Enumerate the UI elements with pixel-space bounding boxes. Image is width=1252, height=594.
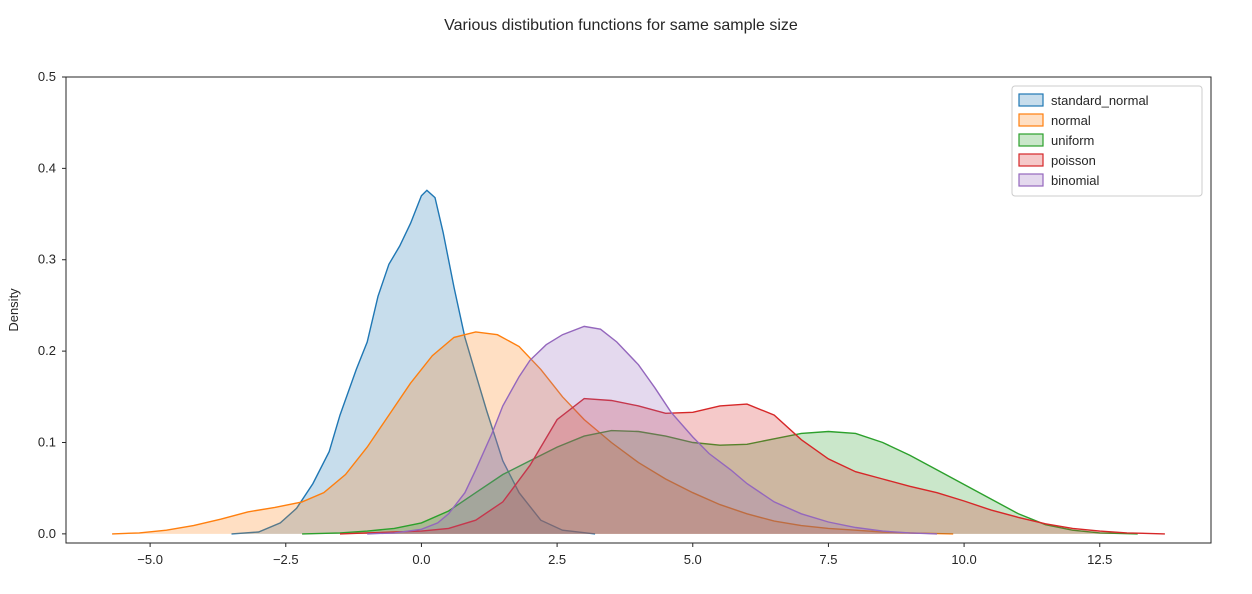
- series-area-standard_normal: [231, 190, 596, 534]
- legend-swatch-standard_normal: [1018, 93, 1044, 107]
- series-layer: [112, 189, 1165, 535]
- x-tick-label: 0.0: [412, 552, 430, 567]
- legend-label-uniform: uniform: [1051, 133, 1094, 148]
- series-line-uniform: [302, 429, 1138, 535]
- legend-swatch-normal: [1018, 113, 1044, 127]
- series-line-poisson: [339, 397, 1165, 535]
- x-tick-label: 5.0: [684, 552, 702, 567]
- x-tick-label: −2.5: [273, 552, 299, 567]
- legend-label-standard_normal: standard_normal: [1051, 93, 1149, 108]
- y-tick-label: 0.3: [38, 252, 56, 267]
- x-tick-label: 10.0: [951, 552, 976, 567]
- x-tick-label: −5.0: [137, 552, 163, 567]
- series-line-standard_normal: [231, 189, 596, 535]
- legend-box: [1011, 85, 1203, 197]
- y-tick-label: 0.2: [38, 343, 56, 358]
- axes-layer: −5.0 −2.5 0.0 2.5 5.0 7.5 10.0 12.5 0.0 0.1 0.2 0.3…: [38, 69, 1212, 567]
- y-tick-label: 0.4: [38, 160, 56, 175]
- legend-label-poisson: poisson: [1051, 153, 1096, 168]
- series-area-uniform: [302, 430, 1138, 534]
- x-tick-label: 12.5: [1087, 552, 1112, 567]
- series-area-poisson: [340, 398, 1165, 534]
- legend-swatch-binomial: [1018, 173, 1044, 187]
- legend-swatch-poisson: [1018, 153, 1044, 167]
- chart-title: Various distibution functions for same s…: [444, 17, 798, 34]
- y-tick-label: 0.5: [38, 69, 56, 84]
- series-line-normal: [112, 331, 954, 535]
- plot-frame: [65, 76, 1212, 544]
- y-axis-label: Density: [6, 288, 21, 332]
- legend-swatch-uniform: [1018, 133, 1044, 147]
- legend-label-normal: normal: [1051, 113, 1091, 128]
- series-area-binomial: [367, 326, 937, 534]
- legend-label-binomial: binomial: [1051, 173, 1100, 188]
- x-tick-label: 2.5: [548, 552, 566, 567]
- series-line-binomial: [367, 325, 938, 535]
- series-area-normal: [112, 331, 954, 534]
- x-tick-label: 7.5: [819, 552, 837, 567]
- y-tick-label: 0.0: [38, 526, 56, 541]
- y-tick-label: 0.1: [38, 434, 56, 449]
